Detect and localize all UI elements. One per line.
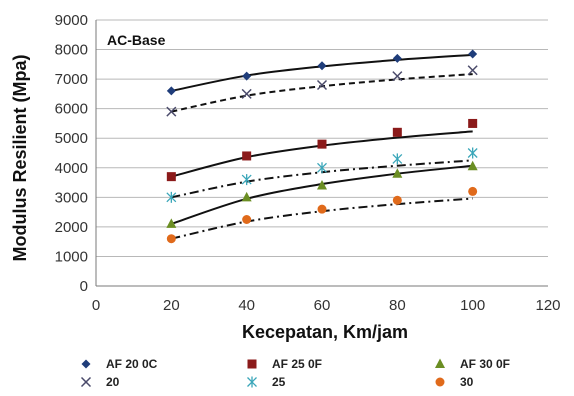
series-3-point-60	[317, 162, 327, 174]
series-0-point-60	[317, 61, 327, 71]
legend-marker-1-stroke-b	[80, 376, 92, 388]
series-1-point-100	[467, 65, 478, 76]
x-tick-label-100: 100	[460, 297, 485, 314]
series-4-point-100	[467, 160, 478, 171]
series-1-point-20	[166, 106, 177, 117]
series-1-point-20-stroke-b	[166, 106, 177, 117]
y-tick-label-7000: 7000	[55, 71, 88, 88]
series-5-point-100	[468, 186, 478, 196]
gridlines	[96, 19, 548, 257]
legend-marker-5	[435, 377, 445, 387]
x-tick-label-0: 0	[92, 297, 100, 314]
series-4-point-60	[317, 180, 327, 190]
legend-label-4: AF 30 0F	[460, 357, 510, 371]
x-tick-label-20: 20	[163, 297, 180, 314]
series-5-point-40	[242, 215, 252, 224]
series-3-point-100	[467, 147, 478, 159]
series-2-point-60	[317, 139, 327, 149]
y-tick-label-1000: 1000	[55, 248, 88, 265]
y-tick-label-0: 0	[80, 278, 88, 295]
y-tick-label-6000: 6000	[55, 101, 88, 118]
legend-marker-4	[435, 358, 445, 368]
series-2-point-20	[166, 172, 176, 182]
y-tick-label-2000: 2000	[55, 219, 88, 236]
legend-marker-2	[247, 359, 257, 369]
legend-label-2: AF 25 0F	[272, 357, 322, 371]
series-1-point-40-stroke-b	[241, 88, 252, 99]
y-tick-label-4000: 4000	[55, 160, 88, 177]
series-0-point-100	[468, 49, 478, 59]
x-tick-label-120: 120	[535, 297, 560, 314]
legend-marker-1	[80, 376, 92, 388]
series-5-point-60	[317, 204, 327, 214]
series-2-point-100	[468, 118, 478, 128]
y-axis-title: Modulus Resilient (Mpa)	[10, 54, 30, 261]
y-tick-label-8000: 8000	[55, 42, 88, 59]
series-4-point-80	[392, 168, 403, 178]
axes: 0 1000 2000 3000 4000 5000 6000 7000 8000 9000 0 20…	[55, 12, 561, 314]
legend: AF 20 0C AF 25 0F AF 30 0F 20 25 30	[80, 357, 510, 389]
series-0-point-40	[242, 71, 252, 81]
series-2-point-80	[392, 127, 402, 137]
series-4-point-40	[241, 191, 252, 202]
legend-label-1: 20	[106, 375, 120, 389]
series-0-point-80	[392, 53, 402, 63]
y-tick-label-3000: 3000	[55, 189, 88, 206]
x-tick-label-40: 40	[238, 297, 255, 314]
data-markers	[166, 49, 478, 244]
y-tick-label-9000: 9000	[55, 12, 88, 29]
series-1-point-60	[316, 79, 328, 91]
series-0-point-20	[166, 86, 176, 96]
legend-label-3: 25	[272, 375, 286, 389]
panel-label: AC-Base	[107, 32, 166, 48]
series-1-trendline	[171, 73, 473, 113]
series-1-point-40	[241, 88, 252, 99]
series-2-point-40	[242, 151, 252, 161]
series-1-point-60-stroke-b	[316, 79, 328, 91]
series-3-point-40	[241, 174, 252, 186]
legend-marker-0	[81, 359, 91, 369]
legend-label-5: 30	[460, 375, 474, 389]
x-tick-label-80: 80	[389, 297, 406, 314]
x-tick-label-60: 60	[314, 297, 331, 314]
legend-marker-3	[247, 376, 257, 388]
series-1-point-80-stroke-b	[392, 71, 403, 82]
series-5-point-80	[392, 195, 402, 205]
legend-label-0: AF 20 0C	[106, 357, 158, 371]
series-3-point-80	[392, 153, 403, 165]
y-tick-label-5000: 5000	[55, 130, 88, 147]
series-4-point-20	[166, 218, 177, 228]
series-5-trendline	[171, 197, 473, 240]
series-4-trendline	[171, 164, 473, 225]
series-3-point-20	[166, 191, 177, 203]
series-5-point-20	[166, 234, 176, 244]
x-axis-title: Kecepatan, Km/jam	[242, 322, 408, 342]
series-1-point-80	[392, 71, 403, 82]
series-1-point-100-stroke-b	[467, 65, 478, 76]
